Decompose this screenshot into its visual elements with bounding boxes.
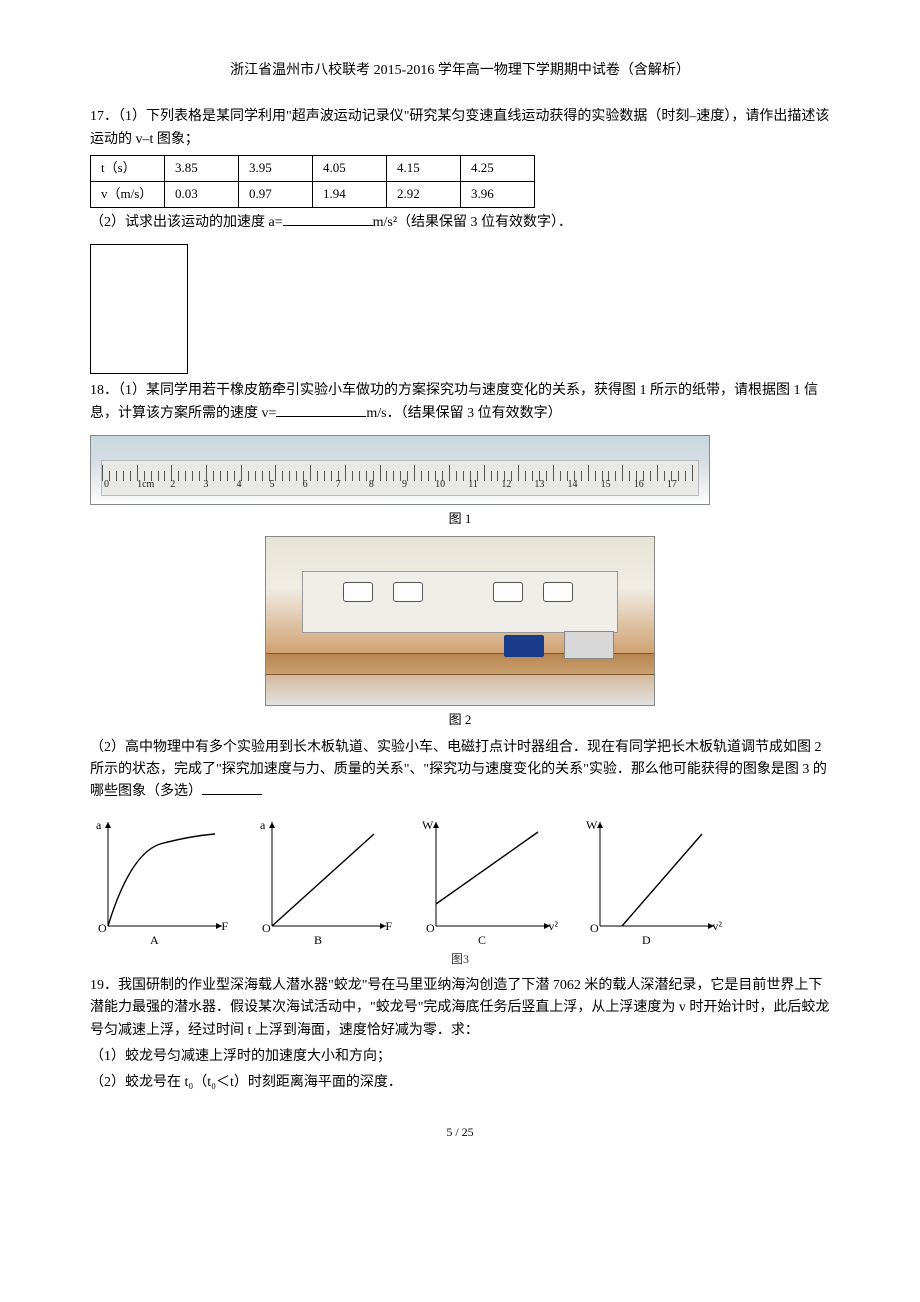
table-cell: 2.92 xyxy=(387,181,461,207)
table-cell: 3.85 xyxy=(165,156,239,182)
q17-text-2: （2）试求出该运动的加速度 a= m/s²（结果保留 3 位有效数字）． xyxy=(90,212,830,234)
figure-2-apparatus-photo xyxy=(265,536,655,706)
chart-letter: B xyxy=(314,931,322,950)
fill-blank xyxy=(276,403,366,417)
figure-3-label: 图3 xyxy=(90,950,830,969)
table-cell: 4.25 xyxy=(461,156,535,182)
chart-b: a F O B xyxy=(254,814,394,944)
table-cell: 4.05 xyxy=(313,156,387,182)
vt-graph-box xyxy=(90,244,188,374)
fill-blank xyxy=(202,781,262,795)
y-axis-label: a xyxy=(96,816,101,835)
power-panel xyxy=(302,571,618,633)
q19-item-1: （1）蛟龙号匀减速上浮时的加速度大小和方向； xyxy=(90,1046,830,1068)
fill-blank xyxy=(283,212,373,226)
q17-data-table: t（s） 3.85 3.95 4.05 4.15 4.25 v（m/s） 0.0… xyxy=(90,155,535,208)
table-row: v（m/s） 0.03 0.97 1.94 2.92 3.96 xyxy=(91,181,535,207)
cart xyxy=(504,635,544,657)
ruler-bar: 01cm2 345 678 91011 121314 151617 xyxy=(101,460,699,496)
table-cell: 3.95 xyxy=(239,156,313,182)
page-number: 5 / 25 xyxy=(90,1123,830,1142)
q18-part2-text: （2）高中物理中有多个实验用到长木板轨道、实验小车、电磁打点计时器组合．现在有同… xyxy=(90,740,827,800)
y-axis-label: W xyxy=(422,816,433,835)
x-axis-label: F xyxy=(385,917,392,936)
figure-3-charts: a F O A a F O B W v² O C xyxy=(90,814,830,944)
table-cell: 0.03 xyxy=(165,181,239,207)
figure-1-ruler-photo: 01cm2 345 678 91011 121314 151617 xyxy=(90,435,710,505)
ruler-labels: 01cm2 345 678 91011 121314 151617 xyxy=(102,477,698,493)
gauge-icon xyxy=(343,582,373,602)
table-cell: v（m/s） xyxy=(91,181,165,207)
y-axis-label: W xyxy=(586,816,597,835)
gauge-icon xyxy=(493,582,523,602)
gauge-icon xyxy=(543,582,573,602)
chart-c: W v² O C xyxy=(418,814,558,944)
table-cell: 4.15 xyxy=(387,156,461,182)
table-row: t（s） 3.85 3.95 4.05 4.15 4.25 xyxy=(91,156,535,182)
x-axis-label: v² xyxy=(712,917,722,936)
page-header-title: 浙江省温州市八校联考 2015-2016 学年高一物理下学期期中试卷（含解析） xyxy=(90,60,830,82)
table-cell: 1.94 xyxy=(313,181,387,207)
table-cell: t（s） xyxy=(91,156,165,182)
table-cell: 0.97 xyxy=(239,181,313,207)
figure-2-label: 图 2 xyxy=(90,710,830,731)
q17-part2-unit: m/s²（结果保留 3 位有效数字）． xyxy=(373,215,572,230)
q17-text-1: 17．（1）下列表格是某同学利用"超声波运动记录仪"研究某匀变速直线运动获得的实… xyxy=(90,106,830,151)
q19-text: 19．我国研制的作业型深海载人潜水器"蛟龙"号在马里亚纳海沟创造了下潜 7062… xyxy=(90,975,830,1042)
chart-letter: C xyxy=(478,931,486,950)
x-axis-label: v² xyxy=(548,917,558,936)
chart-letter: A xyxy=(150,931,159,950)
figure-1-label: 图 1 xyxy=(90,509,830,530)
q18-text-2: （2）高中物理中有多个实验用到长木板轨道、实验小车、电磁打点计时器组合．现在有同… xyxy=(90,737,830,804)
timer-device xyxy=(564,631,614,659)
q18-part1-suffix: m/s．（结果保留 3 位有效数字） xyxy=(366,406,561,421)
q18-text-1: 18．（1）某同学用若干橡皮筋牵引实验小车做功的方案探究功与速度变化的关系，获得… xyxy=(90,380,830,425)
chart-letter: D xyxy=(642,931,651,950)
x-axis-label: F xyxy=(221,917,228,936)
table-cell: 3.96 xyxy=(461,181,535,207)
chart-d: W v² O D xyxy=(582,814,722,944)
q17-part2-prefix: （2）试求出该运动的加速度 a= xyxy=(90,215,283,230)
gauge-icon xyxy=(393,582,423,602)
q19-item-2: （2）蛟龙号在 t₀（t₀＜t）时刻距离海平面的深度． xyxy=(90,1072,830,1094)
chart-a: a F O A xyxy=(90,814,230,944)
y-axis-label: a xyxy=(260,816,265,835)
